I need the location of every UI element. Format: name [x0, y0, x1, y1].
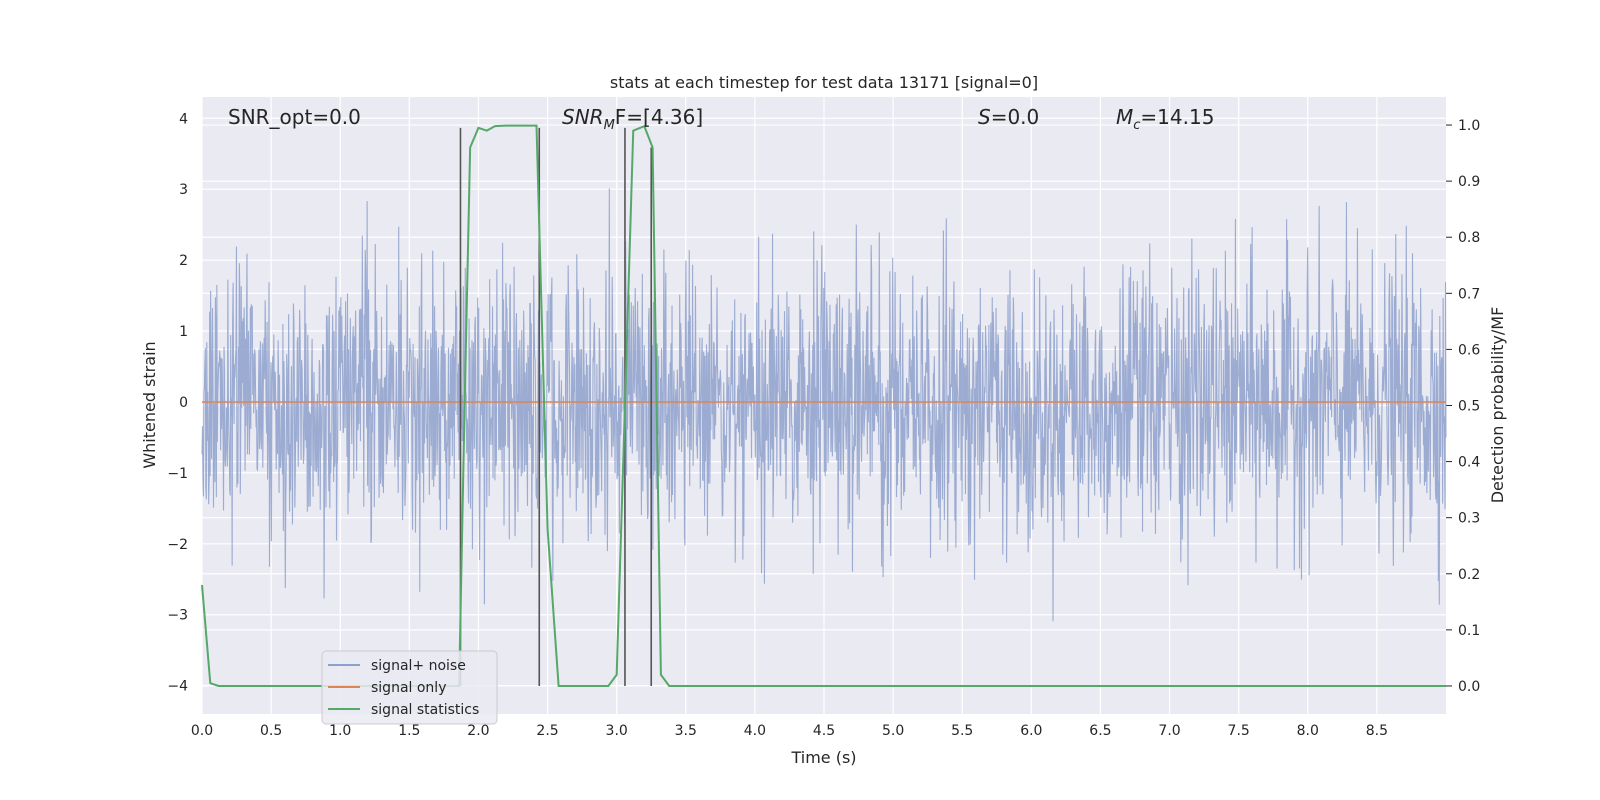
y-tick-label-right: 0.7 — [1458, 286, 1480, 302]
annotation-snr-opt: SNR_opt=0.0 — [228, 105, 361, 129]
y-tick-label-right: 0.0 — [1458, 679, 1480, 695]
y-tick-label-left: 4 — [179, 111, 188, 127]
x-tick-label: 4.5 — [813, 723, 835, 739]
y-tick-label-right: 0.5 — [1458, 399, 1480, 415]
chart-title: stats at each timestep for test data 131… — [610, 73, 1038, 92]
x-tick-label: 1.5 — [398, 723, 420, 739]
x-tick-label: 6.0 — [1020, 723, 1042, 739]
y-tick-label-right: 0.9 — [1458, 174, 1480, 190]
y-tick-label-right: 0.2 — [1458, 567, 1480, 583]
y-tick-label-right: 0.6 — [1458, 342, 1480, 358]
x-tick-label: 7.0 — [1158, 723, 1180, 739]
y-axis-label-right: Detection probability/MF — [1488, 307, 1507, 504]
x-tick-labels: 0.0 0.5 1.0 1.5 2.0 2.5 3.0 3.5 4.0 4.5 5.0 5.5 6.0 6… — [191, 723, 1388, 739]
annotation-mc: Mc=14.15 — [1116, 105, 1214, 133]
y-axis-label-left: Whitened strain — [140, 341, 159, 468]
y-tick-label-left: 1 — [179, 324, 188, 340]
legend-label-signal-only: signal only — [371, 680, 446, 696]
y-tick-labels-left: 4 3 2 1 0 −1 −2 −3 −4 — [167, 111, 188, 694]
x-tick-label: 6.5 — [1089, 723, 1111, 739]
series-signal-statistics — [201, 124, 1446, 687]
y-tick-label-right: 1.0 — [1458, 118, 1480, 134]
y-tick-label-right: 0.8 — [1458, 230, 1480, 246]
legend: signal+ noise signal only signal statist… — [321, 650, 498, 725]
annotation-s: S=0.0 — [978, 105, 1039, 129]
y-tick-label-left: 3 — [179, 182, 188, 198]
noise-trace — [201, 188, 1447, 622]
series-signal-noise — [201, 188, 1447, 622]
y-tick-label-left: −4 — [167, 679, 188, 695]
x-tick-label: 2.5 — [536, 723, 558, 739]
y-tick-labels-right: 1.0 0.9 0.8 0.7 0.6 0.5 0.4 0.3 0.2 0.1 0.0 — [1458, 118, 1480, 695]
x-tick-label: 0.5 — [260, 723, 282, 739]
y-tick-label-left: −1 — [167, 466, 188, 482]
x-tick-label: 7.5 — [1228, 723, 1250, 739]
x-tick-label: 8.5 — [1366, 723, 1388, 739]
x-axis-label: Time (s) — [790, 748, 856, 767]
legend-label-noise: signal+ noise — [371, 658, 466, 674]
x-tick-label: 5.0 — [882, 723, 904, 739]
x-tick-label: 3.0 — [606, 723, 628, 739]
x-tick-label: 0.0 — [191, 723, 213, 739]
y-tick-label-right: 0.3 — [1458, 511, 1480, 527]
y-tick-label-left: 0 — [179, 395, 188, 411]
x-tick-label: 4.0 — [744, 723, 766, 739]
grid-lines-x — [201, 97, 1378, 714]
legend-box — [321, 650, 498, 725]
x-tick-label: 2.0 — [467, 723, 489, 739]
y-tick-label-left: −3 — [167, 608, 188, 624]
y-tick-label-right: 0.4 — [1458, 455, 1480, 471]
y-tick-label-left: −2 — [167, 537, 188, 553]
x-tick-label: 3.5 — [675, 723, 697, 739]
legend-label-statistics: signal statistics — [371, 702, 479, 718]
x-tick-label: 5.5 — [951, 723, 973, 739]
x-tick-label: 8.0 — [1297, 723, 1319, 739]
y-tick-label-left: 2 — [179, 253, 188, 269]
x-tick-label: 1.0 — [329, 723, 351, 739]
y-tick-label-right: 0.1 — [1458, 623, 1480, 639]
annotation-snr-mf: SNRMF=[4.36] — [562, 105, 703, 133]
